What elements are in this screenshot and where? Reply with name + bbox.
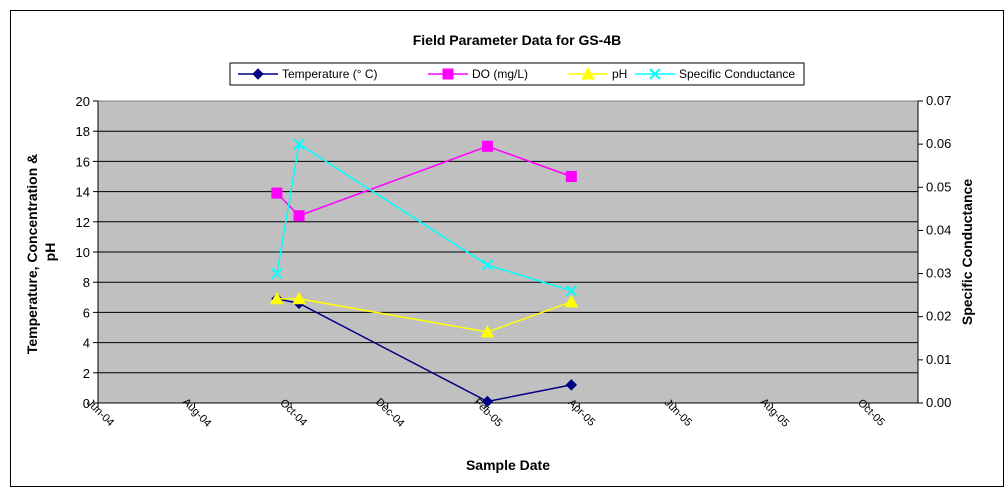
y-tick-label: 12	[76, 215, 90, 230]
data-point	[293, 138, 305, 150]
legend-label: Specific Conductance	[679, 67, 795, 81]
y-tick-label: 4	[83, 336, 90, 351]
data-point	[564, 294, 579, 308]
y2-tick-label: 0.07	[926, 93, 951, 108]
y-tick-label: 8	[83, 275, 90, 290]
legend-label: pH	[612, 67, 627, 81]
data-point	[581, 66, 595, 80]
data-point	[481, 395, 494, 408]
data-point-stroke	[271, 267, 283, 280]
y-axis-ticks: 0 2 4 6 8 10 12 14 16 18 20	[76, 94, 918, 411]
y2-axis-title: Specific Conductance	[959, 179, 975, 325]
data-point	[481, 259, 494, 271]
y2-tick-label: 0.05	[926, 179, 951, 194]
data-point	[649, 68, 661, 80]
series-line	[276, 142, 572, 292]
gridlines	[98, 130, 918, 374]
y-axis-title-line-1: Temperature, Concentration &	[24, 154, 40, 354]
legend-item: DO (mg/L)	[428, 67, 528, 81]
legend-box	[229, 62, 805, 86]
y-tick-label: 20	[76, 94, 90, 109]
legend-label: Temperature (° C)	[282, 67, 378, 81]
data-point-stroke	[565, 285, 578, 297]
series-4	[271, 138, 578, 297]
y-tick-label: 2	[83, 366, 90, 381]
y2-tick-label: 0.02	[926, 309, 951, 324]
data-point	[252, 68, 264, 80]
series-line	[276, 298, 572, 333]
y-tick-label: 16	[76, 154, 90, 169]
y2-tick-label: 0.01	[926, 352, 951, 367]
data-point	[442, 68, 454, 80]
y2-tick-label: 0.00	[926, 395, 951, 410]
y2-tick-label: 0.03	[926, 266, 951, 281]
data-point	[565, 285, 578, 297]
data-point-stroke	[293, 138, 305, 150]
legend-item: Specific Conductance	[635, 67, 795, 81]
data-point	[271, 187, 283, 199]
legend-item: pH	[568, 66, 627, 81]
data-point-stroke	[649, 68, 661, 80]
series-line	[276, 298, 572, 403]
data-point-stroke	[481, 259, 494, 271]
y-tick-label: 10	[76, 245, 90, 260]
y2-tick-label: 0.06	[926, 136, 951, 151]
series-3	[270, 291, 579, 338]
chart-title: Field Parameter Data for GS-4B	[413, 32, 622, 48]
y-tick-label: 18	[76, 124, 90, 139]
legend: Temperature (° C) DO (mg/L) pH Specific Con…	[229, 62, 805, 86]
data-point	[271, 267, 283, 280]
y2-tick-label: 0.04	[926, 222, 951, 237]
data-point	[565, 379, 578, 391]
data-point	[270, 291, 284, 305]
series-layer	[270, 138, 579, 408]
y-axis-title-line-2: pH	[42, 243, 58, 262]
data-point	[565, 171, 577, 182]
data-point	[481, 140, 493, 152]
data-point	[293, 210, 305, 222]
data-point	[292, 291, 306, 305]
y-tick-label: 6	[83, 305, 90, 320]
y2-axis-ticks: 0.00 0.01 0.02 0.03 0.04 0.05 0.06 0.07	[917, 93, 951, 410]
y-tick-label: 0	[83, 396, 90, 411]
data-point	[480, 324, 495, 338]
x-axis-title: Sample Date	[466, 457, 550, 473]
legend-label: DO (mg/L)	[472, 67, 528, 81]
y-tick-label: 14	[76, 185, 90, 200]
y-axis-title: Temperature, Concentration & pH	[24, 150, 58, 354]
legend-item: Temperature (° C)	[238, 67, 378, 81]
